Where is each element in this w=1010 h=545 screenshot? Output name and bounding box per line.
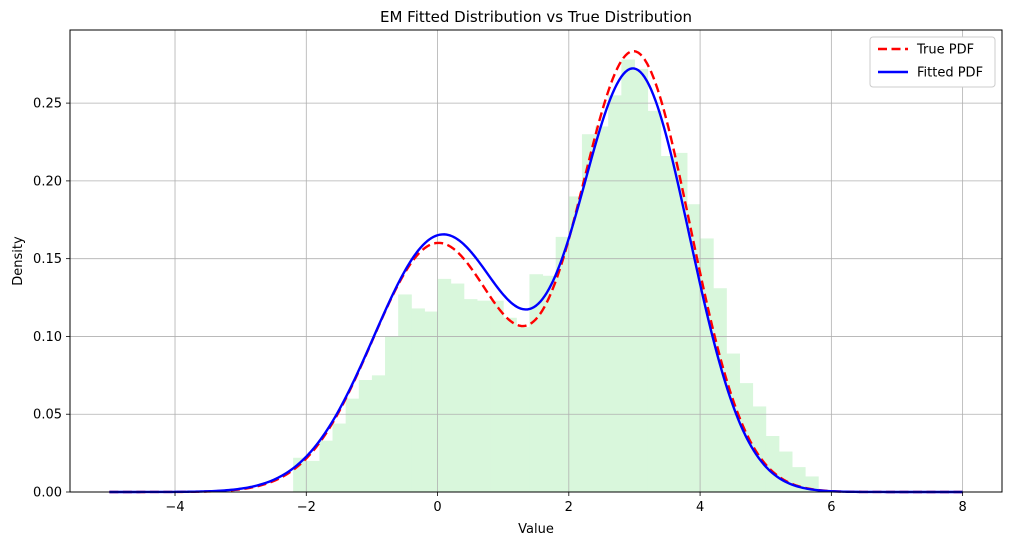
histogram-bar bbox=[595, 126, 609, 492]
histogram-bar bbox=[660, 156, 675, 492]
y-tick-label: 0.10 bbox=[33, 330, 62, 345]
x-tick-label: 4 bbox=[696, 500, 704, 515]
histogram-bar bbox=[555, 236, 570, 492]
histogram-bar bbox=[503, 317, 517, 492]
y-tick-label: 0.00 bbox=[33, 486, 62, 501]
y-tick-label: 0.15 bbox=[33, 252, 62, 267]
histogram-bar bbox=[411, 308, 425, 492]
x-tick-label: −2 bbox=[297, 500, 316, 515]
histogram-layer bbox=[293, 59, 819, 493]
histogram-bar bbox=[542, 275, 557, 492]
legend-box bbox=[869, 36, 996, 88]
histogram-bar bbox=[673, 152, 688, 492]
histogram-bar bbox=[450, 283, 465, 492]
y-tick-label: 0.20 bbox=[33, 174, 62, 189]
legend-label-fitted-pdf: Fitted PDF bbox=[917, 66, 983, 81]
histogram-bar bbox=[516, 327, 530, 492]
legend-label-true-pdf: True PDF bbox=[916, 43, 974, 58]
chart-title: EM Fitted Distribution vs True Distribut… bbox=[380, 8, 692, 26]
histogram-bar bbox=[778, 451, 793, 492]
x-tick-label: −4 bbox=[165, 500, 184, 515]
histogram-bar bbox=[621, 59, 635, 493]
histogram-bar bbox=[398, 294, 412, 492]
x-tick-label: 0 bbox=[433, 500, 441, 515]
histogram-bar bbox=[424, 311, 439, 492]
fitted-pdf-line bbox=[109, 67, 963, 494]
histogram-bar bbox=[476, 300, 491, 492]
x-tick-label: 8 bbox=[958, 500, 966, 515]
histogram-bar bbox=[529, 274, 544, 492]
histogram-bar bbox=[765, 436, 780, 492]
histogram-bar bbox=[358, 380, 373, 492]
x-axis-ticks: −4 −2 0 2 4 6 8 bbox=[165, 492, 967, 515]
series-layer bbox=[109, 49, 963, 494]
histogram-bar bbox=[371, 375, 386, 492]
histogram-bar bbox=[463, 299, 478, 492]
y-tick-label: 0.05 bbox=[33, 408, 62, 423]
legend: True PDF Fitted PDF bbox=[869, 36, 996, 88]
grid-layer bbox=[70, 30, 1002, 493]
histogram-bar bbox=[437, 278, 452, 492]
axes-frame bbox=[69, 29, 1003, 493]
histogram-bar bbox=[752, 406, 767, 492]
histogram-bar bbox=[647, 110, 662, 492]
histogram-bar bbox=[568, 196, 583, 492]
x-axis-label: Value bbox=[518, 522, 554, 537]
histogram-bar bbox=[726, 353, 740, 492]
histogram-bar bbox=[581, 134, 596, 492]
histogram-bar bbox=[319, 440, 334, 492]
plot-area bbox=[69, 29, 1003, 494]
histogram-bar bbox=[608, 95, 622, 492]
histogram-bar bbox=[345, 398, 360, 492]
histogram-bar bbox=[332, 423, 347, 492]
x-tick-label: 2 bbox=[565, 500, 573, 515]
histogram-bar bbox=[306, 460, 320, 492]
x-tick-label: 6 bbox=[827, 500, 835, 515]
y-tick-label: 0.25 bbox=[33, 97, 62, 112]
histogram-bar bbox=[700, 238, 714, 492]
histogram-bar bbox=[713, 288, 727, 492]
histogram-bar bbox=[634, 68, 649, 492]
y-axis-label: Density bbox=[11, 236, 26, 286]
histogram-bar bbox=[490, 300, 504, 492]
y-axis-ticks: 0.00 0.05 0.10 0.15 0.20 0.25 bbox=[33, 97, 70, 501]
